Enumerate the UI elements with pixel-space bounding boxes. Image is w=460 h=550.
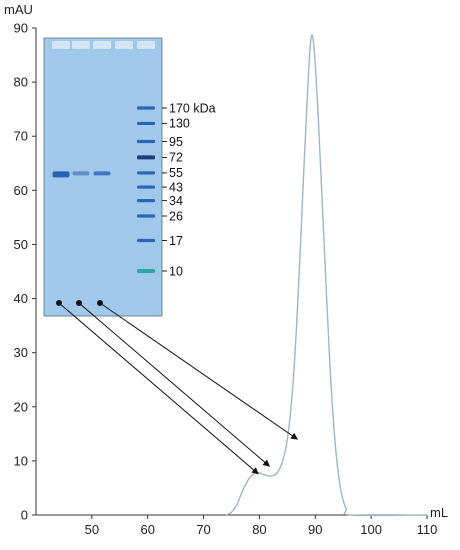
x-tick-label: 100 [360,522,382,537]
y-tick-label: 70 [14,129,28,144]
y-tick-label: 40 [14,291,28,306]
y-axis-unit-label: mAU [4,2,33,17]
fraction-arrow [58,302,259,475]
ladder-label: 10 [169,264,183,278]
ladder-band [137,171,155,175]
ladder-band [137,198,155,203]
x-ticks: 50 60 70 80 90 100 110 [85,515,438,537]
gel-bands [52,106,155,273]
x-tick-label: 70 [196,522,210,537]
ladder-band [137,106,155,110]
x-tick-label: 50 [85,522,99,537]
gel-well [52,41,70,49]
sample-band [52,171,70,178]
gel-well [115,41,133,49]
ladder-band [137,139,155,144]
ladder-band [137,155,155,160]
gel-well [93,41,111,49]
fraction-arrows [56,300,298,475]
y-tick-label: 20 [14,399,28,414]
ladder-label: 130 [169,117,190,131]
gel-well [72,41,90,49]
ladder-label: 26 [169,209,183,223]
y-tick-label: 30 [14,345,28,360]
x-tick-label: 90 [308,522,322,537]
x-tick-label: 110 [417,522,438,537]
x-tick-label: 80 [252,522,266,537]
x-axis-unit-label: mL [430,505,448,520]
ladder-label: 55 [169,166,183,180]
ladder-label: 170 kDa [169,101,216,115]
sample-band [72,171,90,176]
y-tick-label: 90 [14,21,28,36]
ladder-band [137,121,155,126]
ladder-label: 17 [169,234,183,248]
y-ticks: 0 10 20 30 40 50 60 70 80 90 [14,21,36,523]
gel-well [137,41,155,49]
y-tick-label: 80 [14,75,28,90]
absorbance-trace [225,34,428,517]
ladder-label: 43 [169,180,183,194]
y-tick-label: 50 [14,237,28,252]
y-tick-label: 0 [21,508,28,523]
ladder-label: 34 [169,194,183,208]
x-tick-label: 60 [140,522,154,537]
ladder-label: 72 [169,151,183,165]
ladder-band [137,238,155,243]
sample-band [93,171,111,176]
y-tick-label: 10 [14,453,28,468]
ladder-band [137,269,155,273]
axes: 50 60 70 80 90 100 110 0 10 20 30 40 50 60 70 80 90 mAU… [4,2,448,537]
ladder-label: 95 [169,135,183,149]
ladder-band [137,185,155,189]
y-tick-label: 60 [14,183,28,198]
gel-wells [52,41,155,49]
fraction-arrow [78,302,271,467]
fraction-arrow [99,302,298,440]
ladder-band [137,214,155,218]
